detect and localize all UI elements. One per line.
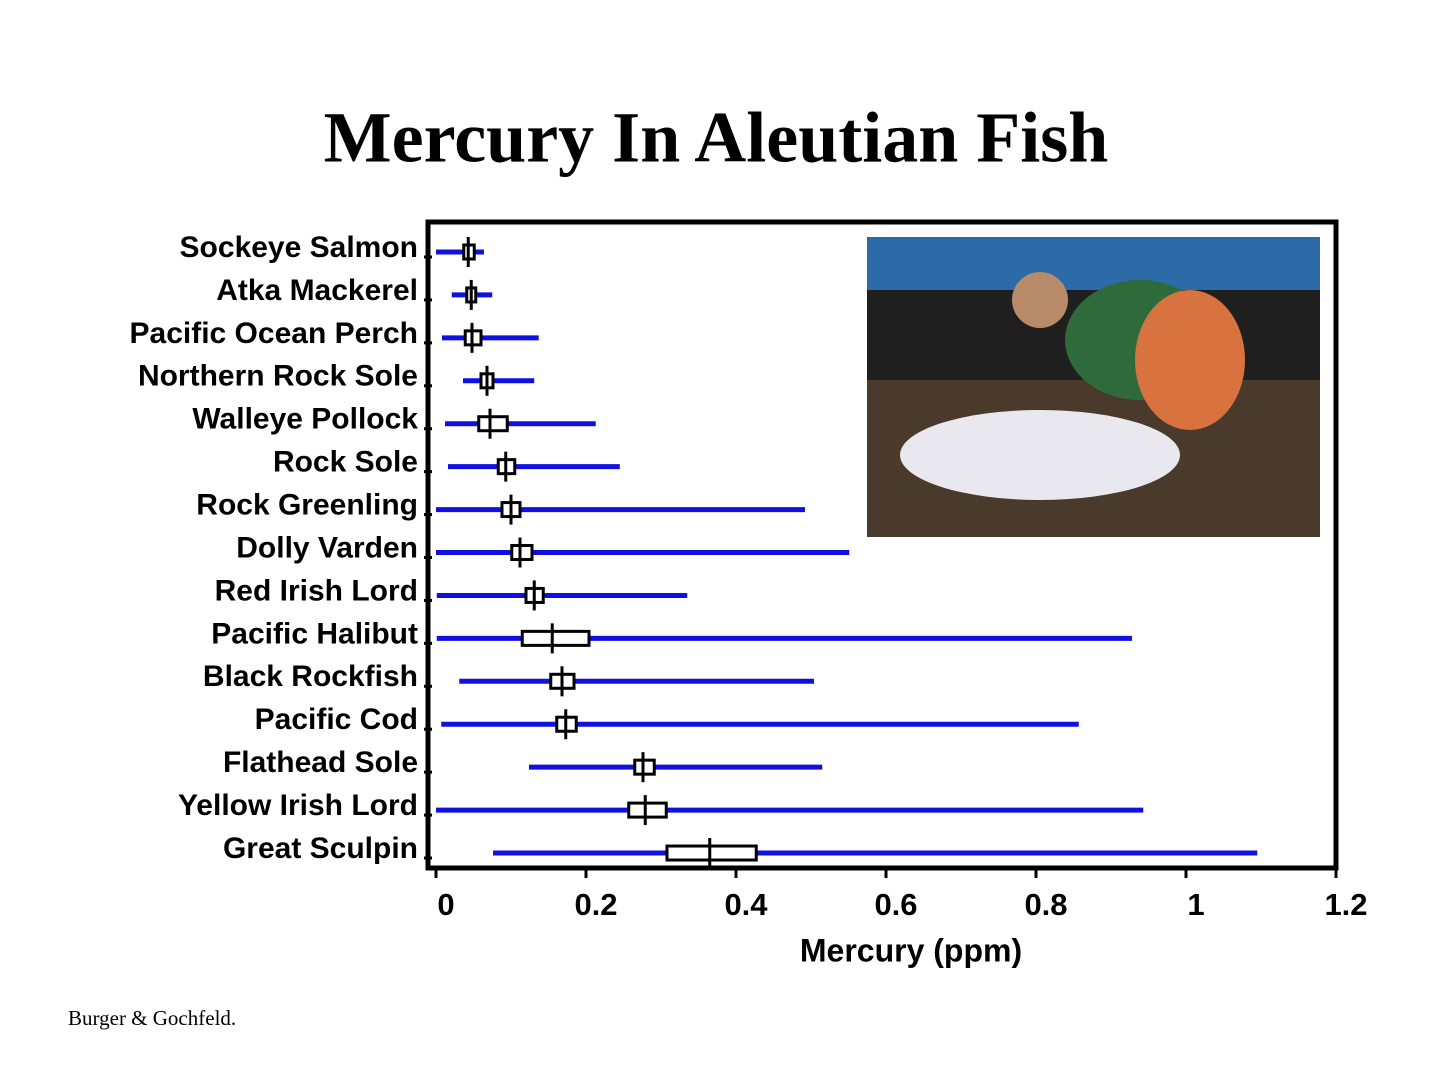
x-tick-label: 0	[437, 887, 454, 922]
category-label: Rock Greenling	[196, 489, 418, 522]
category-label: Rock Sole	[273, 446, 418, 479]
box	[510, 544, 534, 562]
x-tick-label: 1.2	[1324, 887, 1367, 922]
category-label: Yellow Irish Lord	[178, 789, 418, 822]
category-label: Black Rockfish	[203, 660, 418, 693]
x-tick-label: 0.2	[574, 887, 617, 922]
x-tick-label: 0.8	[1024, 887, 1067, 922]
category-label: Sockeye Salmon	[180, 231, 418, 264]
category-label: Walleye Pollock	[192, 403, 418, 436]
category-label: Dolly Varden	[236, 531, 418, 564]
source-note: Burger & Gochfeld.	[68, 1006, 236, 1030]
chart-title: Mercury In Aleutian Fish	[324, 98, 1109, 178]
category-label: Flathead Sole	[223, 746, 418, 779]
plot-frame	[425, 219, 1339, 871]
category-label: Great Sculpin	[223, 832, 418, 865]
box	[520, 629, 591, 647]
box	[477, 415, 509, 433]
category-label: Red Irish Lord	[215, 574, 418, 607]
category-label: Pacific Halibut	[211, 617, 418, 650]
x-tick-label: 1	[1187, 887, 1204, 922]
category-label: Pacific Cod	[255, 703, 418, 736]
category-label: Northern Rock Sole	[138, 360, 418, 393]
category-label: Atka Mackerel	[216, 274, 418, 307]
category-label: Pacific Ocean Perch	[130, 317, 419, 350]
photo	[867, 237, 1320, 537]
box	[665, 844, 758, 862]
x-tick-label: 0.4	[724, 887, 768, 922]
x-tick-label: 0.6	[874, 887, 917, 922]
x-axis-label: Mercury (ppm)	[800, 932, 1022, 968]
box	[627, 801, 668, 819]
